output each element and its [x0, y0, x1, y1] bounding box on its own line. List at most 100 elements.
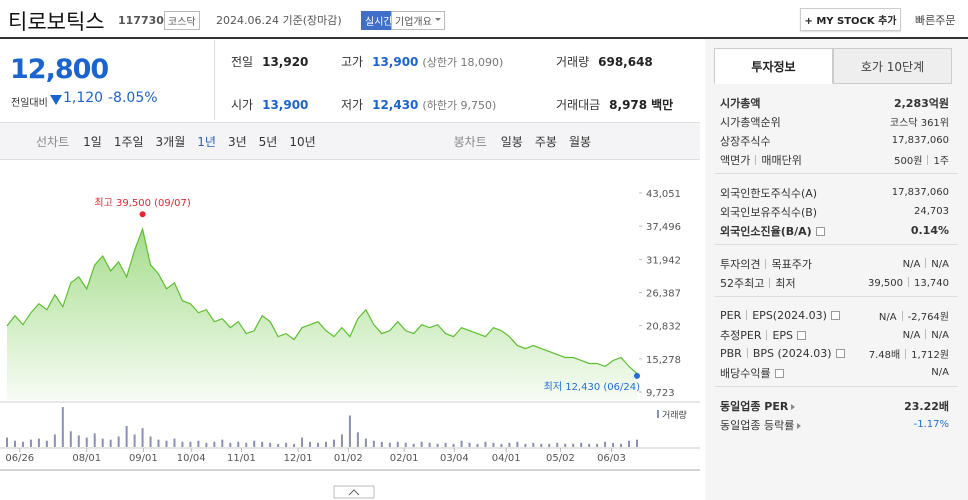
info-label: 외국인한도주식수(A): [720, 185, 817, 201]
summary-label: 저가: [341, 98, 364, 112]
volume-bar: [181, 441, 184, 447]
info-row: 시가총액 2,283억원: [720, 93, 949, 112]
volume-bar: [85, 437, 88, 447]
info-value-text: 23.22배: [904, 399, 949, 413]
separator: [925, 257, 927, 268]
info-label: 액면가 매매단위: [720, 152, 802, 168]
collapse-button[interactable]: [333, 485, 375, 499]
volume-bar: [261, 441, 264, 447]
help-icon[interactable]: [797, 330, 807, 340]
period-tab[interactable]: 1년: [197, 134, 216, 149]
info-label-text: 시가총액: [720, 96, 761, 110]
period-tab[interactable]: 1주일: [113, 134, 144, 149]
info-row: 외국인한도주식수(A) 17,837,060: [720, 183, 949, 202]
info-label-text: 최저: [775, 276, 796, 290]
separator: [765, 258, 767, 269]
volume-bar: [205, 442, 208, 447]
volume-bar: [324, 441, 327, 447]
y-tick-label: 31,942: [646, 255, 681, 266]
separator: [925, 328, 927, 339]
help-icon[interactable]: [835, 349, 845, 358]
divider: [214, 40, 215, 120]
volume-bar: [253, 440, 256, 447]
volume-bar: [540, 443, 543, 447]
candle-tab[interactable]: 주봉: [534, 134, 557, 149]
info-row: 외국인보유주식수(B) 24,703: [720, 202, 949, 221]
info-row: 액면가 매매단위 500원 1주: [720, 150, 949, 169]
info-value: 7.48배 1,712원: [869, 346, 949, 361]
price-area: [7, 229, 637, 400]
info-label: 추정PER EPS: [720, 327, 807, 343]
info-value: N/A N/A: [903, 257, 949, 270]
period-tab[interactable]: 1일: [83, 134, 102, 149]
candle-tab[interactable]: 월봉: [568, 134, 592, 149]
stock-name: 티로보틱스: [8, 10, 105, 34]
separator: [901, 311, 903, 321]
company-info-button[interactable]: 기업개요: [391, 11, 445, 30]
volume-bar: [412, 443, 415, 447]
volume-bar: [29, 439, 32, 447]
info-value-text: 코스닥 361위: [889, 118, 949, 129]
info-label-text: 추정PER: [720, 328, 762, 342]
help-icon[interactable]: [774, 368, 784, 378]
info-value: 23.22배: [904, 398, 949, 414]
change-label: 전일대비: [11, 98, 48, 109]
volume-bar: [141, 428, 144, 447]
group-divider: [715, 173, 958, 174]
side-tab[interactable]: 투자정보: [714, 48, 833, 84]
change-rate: -8.05%: [108, 90, 158, 106]
x-tick-label: 08/01: [72, 453, 101, 464]
volume-bar: [452, 443, 455, 447]
info-value: 17,837,060: [892, 135, 949, 146]
my-stock-button[interactable]: + MY STOCK 추가: [800, 8, 901, 31]
info-value-text: 17,837,060: [891, 187, 949, 198]
help-icon[interactable]: [830, 311, 840, 320]
info-value-text: 17,837,060: [891, 135, 949, 146]
candle-tab[interactable]: 일봉: [500, 134, 523, 149]
summary-value: 12,430: [372, 98, 419, 112]
collapse-icon: [348, 489, 360, 496]
period-tab[interactable]: 10년: [289, 134, 316, 149]
info-label-text: 52주최고: [720, 276, 765, 290]
volume-bar: [117, 436, 120, 447]
volume-bar: [45, 440, 48, 447]
info-row: 배당수익률 N/A: [720, 363, 949, 382]
separator: [766, 329, 768, 340]
info-value-text: N/A: [931, 258, 949, 270]
y-tick-label: 26,387: [646, 289, 681, 300]
volume-bar: [588, 443, 591, 447]
volume-bar: [317, 442, 320, 447]
volume-bar: [364, 438, 367, 447]
info-label: PBR BPS (2024.03): [720, 347, 845, 360]
info-label: 배당수익률: [720, 365, 784, 381]
y-tick-label: 37,496: [646, 222, 681, 233]
volume-bar: [436, 443, 439, 447]
info-value: 코스닥 361위: [890, 114, 949, 129]
info-label-text: 동일업종 등락률: [720, 418, 795, 432]
info-value: 500원 1주: [894, 152, 949, 167]
volume-bar: [77, 435, 80, 447]
info-label: 시가총액순위: [720, 114, 781, 130]
info-label: 52주최고 최저: [720, 275, 796, 291]
info-value-text: 24,703: [914, 206, 949, 217]
period-tab[interactable]: 3개월: [155, 134, 186, 149]
help-icon[interactable]: [815, 226, 825, 236]
quick-order[interactable]: 빠른주문: [915, 14, 956, 27]
info-label-text: 외국인한도주식수(A): [720, 186, 818, 200]
price: 12,800: [10, 54, 109, 85]
volume-bar: [133, 434, 136, 447]
volume-bar: [460, 440, 463, 447]
y-tick-label: 20,832: [646, 322, 681, 333]
volume-bar: [372, 440, 375, 447]
summary-item: 저가 12,430 (하한가 9,750): [341, 96, 496, 113]
summary-item: 고가 13,900 (상한가 18,090): [341, 53, 503, 70]
volume-bar: [125, 426, 128, 447]
side-tab[interactable]: 호가 10단계: [833, 48, 952, 84]
volume-bar: [612, 442, 615, 447]
period-tab[interactable]: 5년: [258, 134, 278, 149]
volume-bar: [277, 443, 280, 447]
volume-bar: [245, 442, 248, 447]
period-tab[interactable]: 3년: [227, 134, 247, 149]
info-label-text: 매매단위: [761, 153, 802, 167]
stock-code: 117730: [118, 14, 164, 27]
